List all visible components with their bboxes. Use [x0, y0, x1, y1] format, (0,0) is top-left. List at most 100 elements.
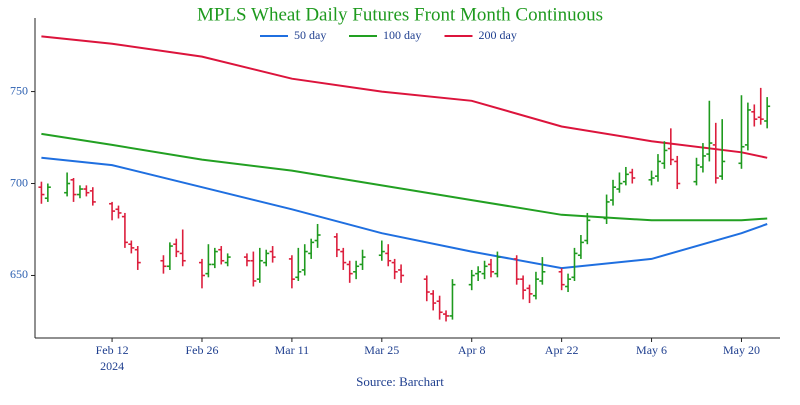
ohlc-bar — [378, 240, 385, 261]
ohlc-bar — [109, 201, 116, 221]
ohlc-bar — [532, 271, 539, 300]
x-tick-label: Mar 25 — [364, 343, 399, 357]
source-note: Source: Barchart — [356, 374, 444, 389]
ohlc-bar — [622, 166, 629, 186]
ohlc-bar — [423, 275, 430, 302]
ohlc-bar — [385, 244, 392, 267]
ma-line — [41, 156, 768, 270]
ohlc-bar — [256, 247, 263, 283]
ohlc-bar — [475, 266, 482, 281]
ohlc-bar — [308, 238, 315, 259]
ohlc-bar — [706, 100, 713, 162]
ohlc-bar — [314, 223, 321, 248]
ohlc-bar — [468, 269, 475, 291]
ma-line — [41, 35, 768, 159]
ohlc-bar — [764, 97, 771, 129]
ohlc-bar — [198, 258, 205, 289]
ohlc-bar — [661, 141, 668, 169]
x-tick-label: Mar 11 — [275, 343, 310, 357]
ohlc-bar — [449, 279, 456, 320]
ohlc-bar — [654, 154, 661, 182]
chart-title: MPLS Wheat Daily Futures Front Month Con… — [197, 4, 603, 25]
ohlc-bar — [83, 185, 90, 197]
x-tick-label: May 6 — [636, 343, 667, 357]
ohlc-bar — [719, 119, 726, 180]
x-tick-label: May 20 — [723, 343, 760, 357]
ohlc-bar — [744, 102, 751, 151]
ohlc-bar — [513, 255, 520, 285]
ohlc-bar — [269, 246, 276, 263]
ohlc-bar — [712, 122, 719, 184]
ohlc-bar — [134, 246, 141, 270]
ohlc-bar — [391, 258, 398, 280]
ohlc-bar — [577, 235, 584, 259]
ohlc-bar — [667, 128, 674, 166]
ohlc-bar — [89, 187, 96, 206]
ohlc-bar — [610, 179, 617, 206]
ohlc-bar — [38, 181, 45, 204]
ohlc-bar — [520, 275, 527, 300]
ohlc-bar — [565, 273, 572, 293]
y-tick-label: 750 — [10, 83, 28, 97]
ohlc-bar — [353, 260, 360, 280]
ohlc-bar — [346, 260, 353, 283]
ohlc-bar — [443, 310, 450, 322]
ohlc-bar — [584, 212, 591, 245]
ohlc-bar — [648, 170, 655, 186]
x-tick-label: Apr 22 — [545, 343, 579, 357]
ohlc-bar — [333, 233, 340, 258]
ohlc-bar — [173, 238, 180, 258]
ohlc-bar — [211, 247, 218, 269]
ohlc-bar — [121, 212, 128, 248]
ohlc-bar — [398, 264, 405, 283]
ohlc-bar — [224, 253, 231, 267]
legend-label: 50 day — [294, 28, 326, 42]
ohlc-bar — [430, 290, 437, 311]
ohlc-bar — [738, 95, 745, 169]
ohlc-bar — [64, 172, 71, 197]
ohlc-bar — [359, 249, 366, 270]
ohlc-bar — [629, 168, 636, 184]
ma-line — [41, 132, 768, 222]
y-tick-label: 650 — [10, 267, 28, 281]
ohlc-bar — [70, 178, 77, 202]
ohlc-bar — [757, 87, 764, 125]
y-tick-label: 700 — [10, 175, 28, 189]
ohlc-bar — [250, 251, 257, 287]
legend-label: 100 day — [383, 28, 421, 42]
ohlc-bar — [494, 251, 501, 278]
ohlc-bar — [558, 268, 565, 291]
x-tick-label: Apr 8 — [458, 343, 486, 357]
ohlc-bar — [751, 104, 758, 127]
ohlc-bar — [166, 242, 173, 270]
ohlc-bar — [44, 183, 51, 202]
ohlc-bar — [674, 155, 681, 190]
ohlc-bar — [205, 244, 212, 278]
ohlc-bar — [288, 255, 295, 289]
ohlc-bar — [295, 247, 302, 281]
ohlc-bar — [243, 253, 250, 267]
ohlc-bar — [539, 257, 546, 285]
ohlc-bar — [616, 172, 623, 193]
x-tick-label: Feb 12 — [96, 343, 129, 357]
ohlc-bar — [128, 240, 135, 254]
ohlc-bar — [693, 157, 700, 186]
ohlc-bar — [115, 205, 122, 219]
x-tick-label: Feb 26 — [185, 343, 218, 357]
x-year-label: 2024 — [100, 359, 124, 373]
ohlc-bar — [218, 246, 225, 265]
ohlc-bar — [526, 284, 533, 304]
ohlc-bar — [603, 194, 610, 224]
ohlc-bar — [340, 247, 347, 270]
ohlc-bar — [263, 249, 270, 267]
ohlc-bar — [487, 258, 494, 278]
ohlc-bar — [301, 244, 308, 276]
ohlc-bar — [179, 229, 186, 267]
ohlc-bar — [76, 185, 83, 199]
ohlc-bar — [699, 143, 706, 173]
legend-label: 200 day — [479, 28, 517, 42]
ohlc-bar — [481, 260, 488, 280]
ohlc-bar — [160, 255, 167, 274]
